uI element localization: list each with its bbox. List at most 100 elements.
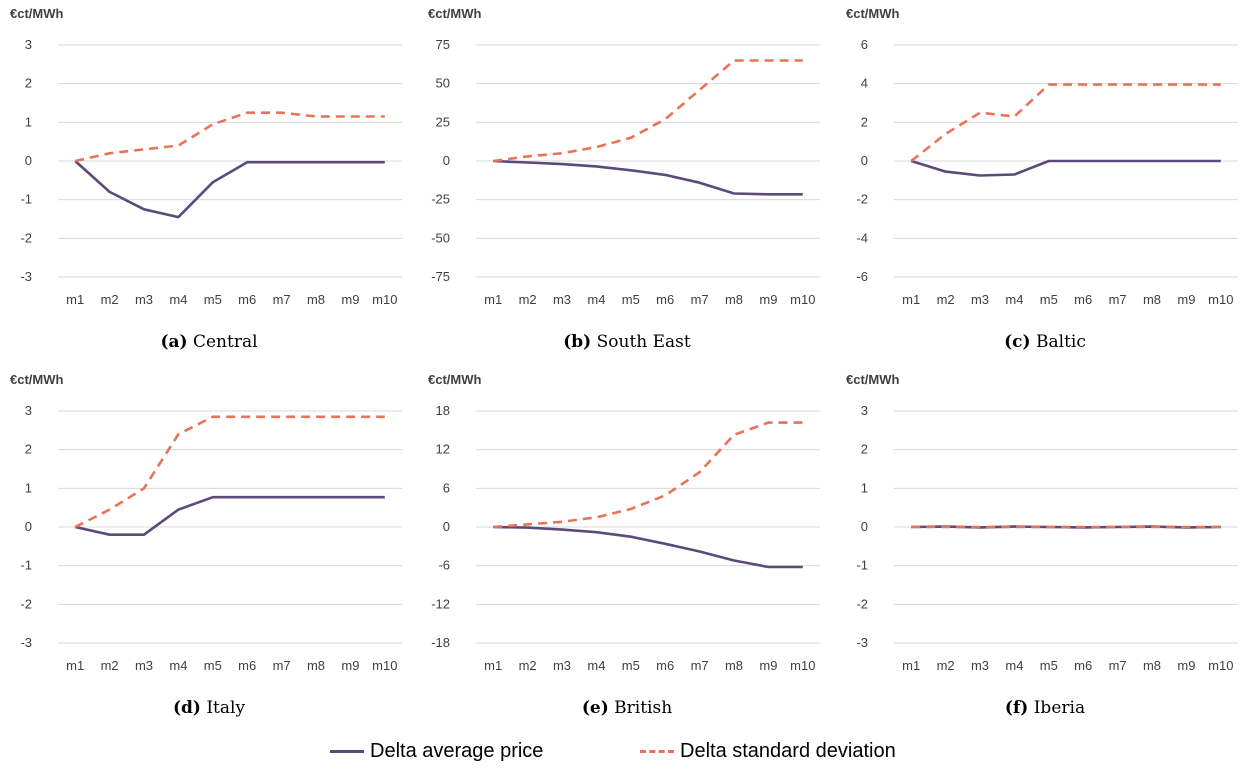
- series-line-delta-standard-deviation: [493, 421, 803, 529]
- caption-text: South East: [596, 332, 691, 352]
- chart-svg: 3 2 1 0 -1 -2 -3 m1 m2 m3 m4 m5 m6 m7 m8 m9 m10: [20, 37, 402, 307]
- x-tick-label: m10: [372, 292, 397, 307]
- x-tick-label: m4: [1005, 658, 1023, 673]
- caption-text: Italy: [206, 698, 246, 718]
- x-tick-label: m8: [1143, 658, 1161, 673]
- y-tick-label: 3: [861, 403, 868, 418]
- chart-svg: 3 2 1 0 -1 -2 -3 m1 m2 m3 m4 m5 m6 m7 m8 m9 m10: [20, 403, 402, 673]
- y-tick-label: 2: [25, 442, 32, 457]
- caption-tag: (a): [160, 332, 188, 352]
- y-tick-label: 18: [436, 403, 450, 418]
- x-tick-label: m2: [519, 658, 537, 673]
- y-tick-label: 0: [861, 519, 868, 534]
- x-tick-label: m2: [101, 658, 119, 673]
- caption-tag: (f): [1004, 698, 1029, 718]
- chart-caption: (f) Iberia: [836, 698, 1254, 718]
- x-tick-label: m6: [1074, 658, 1092, 673]
- x-tick-label: m7: [273, 658, 291, 673]
- x-tick-label: m7: [691, 292, 709, 307]
- y-tick-label: 0: [25, 519, 32, 534]
- y-tick-label: -25: [431, 192, 450, 207]
- y-tick-label: -6: [856, 269, 868, 284]
- x-tick-label: m8: [1143, 292, 1161, 307]
- x-tick-label: m4: [587, 658, 605, 673]
- x-tick-label: m10: [790, 658, 815, 673]
- chart-svg: 6 4 2 0 -2 -4 -6 m1 m2 m3 m4 m5 m6 m7 m8 m9 m10: [856, 37, 1238, 307]
- x-tick-label: m7: [691, 658, 709, 673]
- series-line-delta-average-price: [910, 159, 1221, 177]
- y-tick-label: -3: [20, 635, 32, 650]
- x-tick-label: m7: [1109, 658, 1127, 673]
- chart-svg: 18 12 6 0 -6 -12 -18 m1 m2 m3 m4 m5 m6 m7 m8 m9 m10: [431, 403, 820, 673]
- y-tick-label: 50: [436, 76, 450, 91]
- x-tick-label: m6: [1074, 292, 1092, 307]
- chart-panel-central: €ct/MWh 3 2 1 0 -1 -2 -3 m1 m2 m3 m4 m5 m6 m7 m8 m9 m10 …: [0, 0, 418, 370]
- chart-panel-south-east: €ct/MWh 75 50 25 0 -25 -50 -75 m1 m2 m3 m4 m5 m6 m7 m8…: [418, 0, 836, 370]
- x-tick-label: m6: [656, 292, 674, 307]
- y-tick-label: -4: [856, 230, 868, 245]
- y-tick-label: 4: [861, 76, 868, 91]
- x-tick-label: m7: [1109, 292, 1127, 307]
- x-tick-label: m3: [135, 292, 153, 307]
- chart-panel-baltic: €ct/MWh 6 4 2 0 -2 -4 -6 m1 m2 m3 m4 m5 m6 m7 m8 m9 m10 …: [836, 0, 1254, 370]
- x-tick-label: m10: [790, 292, 815, 307]
- chart-caption: (c) Baltic: [836, 332, 1254, 352]
- y-tick-label: -2: [856, 596, 868, 611]
- y-tick-label: 0: [443, 153, 450, 168]
- x-tick-label: m6: [656, 658, 674, 673]
- x-tick-label: m1: [484, 658, 502, 673]
- x-tick-label: m9: [759, 292, 777, 307]
- x-tick-label: m1: [902, 658, 920, 673]
- chart-caption: (a) Central: [0, 332, 418, 352]
- y-tick-label: 0: [443, 519, 450, 534]
- x-tick-label: m3: [135, 658, 153, 673]
- y-tick-label: 3: [25, 403, 32, 418]
- caption-text: Central: [192, 332, 258, 352]
- legend-label: Delta standard deviation: [680, 740, 896, 762]
- x-tick-label: m1: [484, 292, 502, 307]
- x-tick-label: m3: [553, 292, 571, 307]
- x-tick-label: m4: [169, 658, 187, 673]
- legend-label: Delta average price: [370, 740, 544, 762]
- x-tick-label: m9: [341, 292, 359, 307]
- series-line-delta-average-price: [74, 495, 385, 536]
- y-tick-label: 1: [25, 480, 32, 495]
- y-unit-label: €ct/MWh: [428, 372, 482, 387]
- chart-caption: (e) British: [418, 698, 836, 718]
- caption-text: British: [614, 698, 673, 718]
- y-unit-label: €ct/MWh: [846, 372, 900, 387]
- caption-tag: (b): [563, 332, 592, 352]
- x-tick-label: m3: [971, 292, 989, 307]
- x-tick-label: m10: [1208, 292, 1233, 307]
- y-tick-label: -6: [438, 558, 450, 573]
- y-unit-label: €ct/MWh: [10, 372, 64, 387]
- y-unit-label: €ct/MWh: [846, 6, 900, 21]
- x-tick-label: m9: [341, 658, 359, 673]
- caption-tag: (c): [1004, 332, 1031, 352]
- chart-legend: Delta average price Delta standard devia…: [0, 740, 1254, 778]
- y-tick-label: 0: [25, 153, 32, 168]
- y-tick-label: -2: [20, 230, 32, 245]
- y-tick-label: -2: [856, 192, 868, 207]
- x-tick-label: m1: [66, 658, 84, 673]
- x-tick-label: m5: [204, 658, 222, 673]
- x-tick-label: m8: [307, 292, 325, 307]
- x-tick-label: m7: [273, 292, 291, 307]
- y-tick-label: -18: [431, 635, 450, 650]
- y-tick-label: -12: [431, 596, 450, 611]
- y-tick-label: -50: [431, 230, 450, 245]
- legend-swatch-solid: [330, 750, 364, 753]
- caption-text: Iberia: [1033, 698, 1086, 718]
- y-tick-label: 12: [436, 442, 450, 457]
- x-tick-label: m8: [307, 658, 325, 673]
- y-tick-label: 2: [861, 442, 868, 457]
- x-tick-label: m10: [1208, 658, 1233, 673]
- series-line-delta-average-price: [493, 159, 803, 196]
- x-tick-label: m8: [725, 292, 743, 307]
- x-tick-label: m2: [519, 292, 537, 307]
- x-tick-label: m2: [937, 292, 955, 307]
- x-tick-label: m9: [1177, 292, 1195, 307]
- x-tick-label: m5: [204, 292, 222, 307]
- chart-panel-italy: €ct/MWh 3 2 1 0 -1 -2 -3 m1 m2 m3 m4 m5 m6 m7 m8 m9 m10 …: [0, 366, 418, 736]
- x-tick-label: m3: [553, 658, 571, 673]
